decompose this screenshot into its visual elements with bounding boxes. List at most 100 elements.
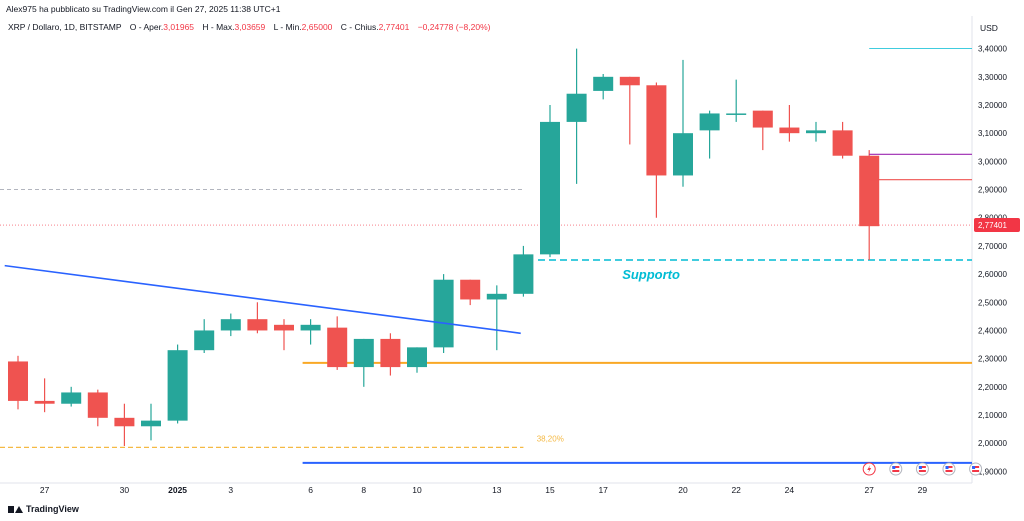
y-tick-label: 2,40000: [978, 326, 1007, 335]
x-tick-label: 13: [492, 485, 502, 495]
close-value: 2,77401: [378, 22, 410, 32]
flag-stripe: [892, 470, 900, 472]
candle-body[interactable]: [433, 279, 454, 348]
flag-stripe: [945, 468, 953, 470]
candle-body[interactable]: [593, 76, 614, 91]
flag-stripe: [918, 470, 926, 472]
y-tick-label: 2,70000: [978, 242, 1007, 251]
candle-body[interactable]: [752, 110, 773, 128]
y-tick-label: 3,00000: [978, 157, 1007, 166]
candle-body[interactable]: [673, 133, 693, 176]
candle-body[interactable]: [220, 319, 241, 331]
candle-body[interactable]: [513, 254, 534, 294]
low-value: 2,65000: [301, 22, 333, 32]
y-tick-label: 3,40000: [978, 45, 1007, 54]
x-tick-label: 24: [785, 485, 795, 495]
x-tick-label: 27: [40, 485, 50, 495]
trendline[interactable]: [4, 264, 521, 335]
current-price-label: 2,77401: [978, 221, 1007, 230]
candle-body[interactable]: [806, 130, 826, 134]
flag-stripe: [918, 466, 926, 468]
tradingview-logo[interactable]: TradingView: [8, 504, 79, 514]
flag-canton: [892, 466, 896, 469]
y-tick-label: 3,20000: [978, 101, 1007, 110]
candle-body[interactable]: [460, 279, 481, 300]
lightning-glyph: [867, 465, 872, 473]
x-tick-label: 2025: [168, 485, 187, 495]
y-tick-label: 2,20000: [978, 383, 1007, 392]
y-tick-label: 2,30000: [978, 355, 1007, 364]
candle-body[interactable]: [8, 361, 28, 401]
candle-body[interactable]: [619, 76, 640, 86]
candle-body[interactable]: [699, 113, 720, 131]
x-tick-label: 8: [361, 485, 366, 495]
candle-body[interactable]: [353, 338, 374, 368]
candle-body[interactable]: [141, 420, 161, 427]
brand-label: TradingView: [26, 504, 79, 514]
flag-stripe: [892, 468, 900, 470]
close-label: C - Chius.: [340, 22, 379, 32]
flag-canton: [972, 466, 976, 469]
x-tick-label: 15: [545, 485, 555, 495]
y-tick-label: 2,60000: [978, 270, 1007, 279]
y-tick-label: 2,00000: [978, 439, 1007, 448]
y-tick-label: 2,10000: [978, 411, 1007, 420]
flag-stripe: [972, 470, 980, 472]
tradingview-logo-icon: [8, 505, 23, 514]
flag-canton: [945, 466, 949, 469]
candle-body[interactable]: [300, 324, 321, 331]
y-tick-label: 2,90000: [978, 186, 1007, 195]
flag-stripe: [945, 466, 953, 468]
candle-body[interactable]: [540, 121, 560, 255]
high-value: 3,03659: [234, 22, 266, 32]
y-tick-label: 1,90000: [978, 467, 1007, 476]
candle-body[interactable]: [327, 327, 348, 368]
candle-body[interactable]: [726, 113, 747, 115]
x-tick-label: 30: [120, 485, 130, 495]
candle-body[interactable]: [859, 155, 880, 227]
x-tick-label: 29: [918, 485, 928, 495]
candle-body[interactable]: [247, 319, 268, 331]
x-tick-label: 6: [308, 485, 313, 495]
candle-body[interactable]: [407, 347, 427, 368]
candle-body[interactable]: [194, 330, 215, 351]
symbol-label[interactable]: XRP / Dollaro, 1D, BITSTAMP: [8, 22, 122, 32]
y-tick-label: 2,50000: [978, 298, 1007, 307]
x-tick-label: 10: [412, 485, 422, 495]
flag-stripe: [918, 468, 926, 470]
fib-level-label: 38,20%: [537, 434, 564, 443]
flag-stripe: [972, 466, 980, 468]
flag-canton: [918, 466, 922, 469]
x-tick-label: 3: [228, 485, 233, 495]
candle-body[interactable]: [486, 293, 507, 300]
x-tick-label: 20: [678, 485, 688, 495]
candle-body[interactable]: [380, 338, 401, 368]
candle-body[interactable]: [566, 93, 587, 122]
flag-stripe: [972, 468, 980, 470]
x-tick-label: 27: [864, 485, 874, 495]
candle-body[interactable]: [779, 127, 800, 134]
x-tick-label: 22: [731, 485, 741, 495]
low-label: L - Min.: [273, 22, 302, 32]
candle-body[interactable]: [114, 417, 135, 427]
candle-body[interactable]: [61, 392, 82, 404]
currency-label: USD: [980, 23, 998, 33]
candle-body[interactable]: [832, 130, 853, 156]
open-label: O - Aper.: [129, 22, 164, 32]
publisher-line: Alex975 ha pubblicato su TradingView.com…: [6, 4, 281, 14]
high-label: H - Max.: [202, 22, 235, 32]
flag-stripe: [945, 470, 953, 472]
support-label: Supporto: [622, 267, 680, 282]
symbol-info-bar: XRP / Dollaro, 1D, BITSTAMP O - Aper.3,0…: [8, 22, 490, 32]
candle-body[interactable]: [646, 85, 667, 176]
change-value: −0,24778 (−8,20%): [417, 22, 491, 32]
candle-body[interactable]: [34, 400, 55, 404]
candle-body[interactable]: [87, 392, 108, 418]
open-value: 3,01965: [163, 22, 195, 32]
candle-body[interactable]: [274, 324, 294, 331]
candle-body[interactable]: [167, 350, 188, 421]
y-tick-label: 3,10000: [978, 129, 1007, 138]
current-price-badge: [974, 218, 1020, 233]
x-tick-label: 17: [598, 485, 608, 495]
